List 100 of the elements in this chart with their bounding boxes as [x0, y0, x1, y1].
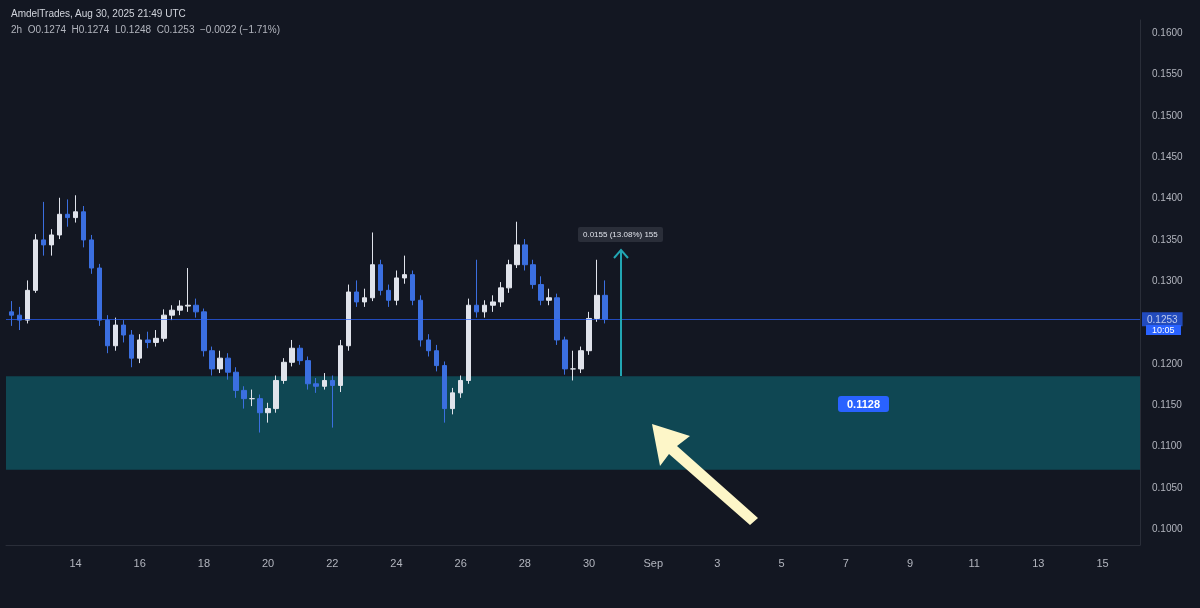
- y-tick-label: 0.1050: [1152, 481, 1184, 493]
- candlestick: [41, 201, 46, 257]
- candlestick: [57, 197, 62, 240]
- candlestick: [354, 279, 359, 308]
- candlestick: [490, 294, 496, 313]
- candlestick: [145, 331, 151, 349]
- candlestick: [570, 350, 576, 381]
- candlestick: [426, 333, 431, 357]
- candlestick: [402, 255, 407, 285]
- candlestick: [434, 344, 439, 372]
- candlestick: [73, 194, 78, 224]
- candlestick: [362, 288, 367, 308]
- x-tick-label: 3: [714, 556, 721, 569]
- candlestick: [9, 300, 14, 327]
- candlestick: [185, 267, 191, 313]
- candlestick: [33, 233, 38, 294]
- candlestick: [105, 314, 110, 354]
- candlestick: [137, 333, 142, 364]
- candlestick: [442, 360, 447, 424]
- candlestick: [386, 284, 391, 308]
- candlestick: [378, 259, 383, 296]
- candlestick: [281, 357, 287, 385]
- y-tick-label: 0.1000: [1152, 522, 1184, 534]
- y-tick-label: 0.1400: [1152, 192, 1184, 204]
- candlestick: [121, 319, 126, 343]
- x-tick-label: 18: [197, 556, 211, 569]
- candlestick: [217, 350, 223, 374]
- candlestick: [458, 375, 463, 399]
- candlestick: [265, 402, 271, 424]
- candlestick: [169, 304, 175, 321]
- y-tick-label: 0.1300: [1152, 274, 1184, 286]
- candlestick: [113, 317, 118, 352]
- candlestick: [201, 308, 207, 357]
- candlestick: [289, 339, 295, 367]
- candlestick: [81, 205, 86, 248]
- x-tick-label: 9: [906, 556, 914, 569]
- candlestick: [233, 366, 239, 399]
- y-tick-label: 0.1150: [1152, 398, 1183, 410]
- x-tick-label: 11: [968, 556, 980, 569]
- candlestick: [586, 311, 592, 356]
- x-tick-label: 26: [454, 556, 467, 569]
- x-tick-label: 5: [778, 556, 785, 569]
- y-tick-label: 0.1100: [1152, 440, 1183, 452]
- chart-title: AmdelTrades, Aug 30, 2025 21:49 UTC: [11, 7, 186, 19]
- candlestick: [313, 377, 319, 394]
- candlestick: [161, 308, 167, 343]
- candlestick: [498, 281, 504, 308]
- text: 10:05: [1146, 325, 1181, 336]
- x-tick-label: 28: [518, 556, 531, 569]
- candlestick: [65, 198, 70, 228]
- candlestick: [450, 387, 455, 415]
- candlestick: [562, 336, 568, 376]
- annotation: 0.1128: [838, 396, 890, 412]
- y-tick-label: 0.1350: [1152, 233, 1184, 245]
- candlestick: [209, 346, 215, 377]
- candlestick: [49, 228, 54, 257]
- ref-line-label: 0.1253: [1147, 313, 1179, 325]
- candlestick: [474, 259, 479, 319]
- x-tick-label: 20: [261, 556, 275, 569]
- candlestick: [97, 263, 102, 327]
- candlestick: [338, 339, 343, 393]
- x-tick-label: 16: [133, 556, 146, 569]
- y-tick-label: 0.1200: [1152, 357, 1184, 369]
- candlestick: [546, 288, 552, 306]
- candlestick: [578, 346, 584, 374]
- candlestick: [305, 356, 311, 391]
- candlestick: [418, 294, 423, 348]
- candlestick: [602, 279, 608, 324]
- candlestick: [257, 394, 263, 434]
- candlestick: [193, 298, 199, 319]
- candlestick: [177, 299, 183, 316]
- candlestick: [241, 385, 247, 410]
- candlestick: [482, 299, 487, 319]
- x-tick-label: 14: [69, 556, 82, 569]
- candlestick: [530, 259, 536, 290]
- candlestick: [225, 352, 231, 381]
- x-tick-label: Sep: [643, 556, 664, 569]
- annotation: 0.0155 (13.08%) 155: [578, 227, 663, 242]
- x-tick-label: 15: [1096, 556, 1109, 569]
- candlestick: [370, 231, 375, 302]
- candlestick: [249, 389, 255, 407]
- x-tick-label: 13: [1032, 556, 1045, 569]
- chart-subtitle: 2h O0.1274 H0.1274 L0.1248 C0.1253 −0.0022 (−1.71%): [11, 23, 281, 35]
- candlestick: [514, 221, 520, 269]
- candlestick: [322, 372, 327, 391]
- candlestick: [129, 329, 134, 368]
- y-tick-label: 0.1550: [1152, 68, 1184, 80]
- candlestick: [538, 275, 544, 306]
- y-tick-label: 0.1500: [1152, 109, 1184, 121]
- candlestick: [330, 375, 335, 429]
- y-tick-label: 0.1450: [1152, 150, 1184, 162]
- candlestick: [466, 298, 471, 385]
- y-tick-label: 0.1600: [1152, 26, 1184, 38]
- candlestick: [394, 270, 399, 306]
- candlestick: [594, 259, 600, 323]
- candlestick: [522, 238, 528, 272]
- x-tick-label: 30: [582, 556, 596, 569]
- candlestick: [25, 279, 30, 324]
- x-tick-label: 7: [842, 556, 849, 569]
- candlestick: [346, 284, 351, 352]
